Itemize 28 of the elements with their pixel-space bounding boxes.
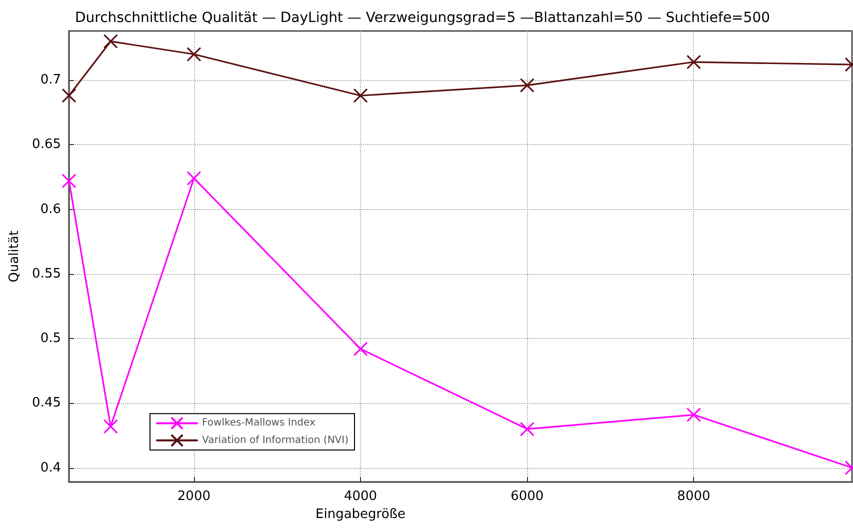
x-tick-label: 4000 (344, 489, 378, 504)
point (686, 408, 702, 422)
point (62, 88, 76, 103)
y-tick-label: 0.4 (40, 460, 61, 476)
y-tick-label: 0.6 (40, 202, 61, 217)
y-tick-label: 0.45 (32, 396, 61, 411)
y-tick-label: 0.65 (32, 137, 61, 152)
point (686, 54, 702, 70)
y-tick-label: 0.5 (40, 331, 61, 346)
x-tick-label: 8000 (677, 489, 710, 504)
legend-label: Fowlkes-Mallows Index (202, 418, 316, 429)
chart-title: Durchschnittliche Qualität — DayLight — Verzweigungsgrad=5 —Blattanzahl=50 — Suchtiefe=500 (75, 10, 770, 26)
point (520, 78, 534, 93)
point (353, 88, 368, 103)
point (520, 422, 534, 436)
x-tick-label: 2000 (177, 489, 210, 504)
y-axis-title: Qualität (7, 230, 22, 282)
y-tick-label: 0.55 (32, 266, 61, 282)
point (353, 342, 368, 356)
y-tick-label: 0.7 (40, 72, 61, 88)
x-tick-label: 6000 (510, 489, 544, 504)
point (186, 46, 202, 62)
legend-label: Variation of Information (NVI) (202, 434, 349, 446)
point (186, 171, 202, 186)
point (103, 34, 118, 49)
x-axis-title: Eingabegröße (316, 507, 406, 522)
point (62, 174, 76, 188)
point (103, 419, 118, 434)
